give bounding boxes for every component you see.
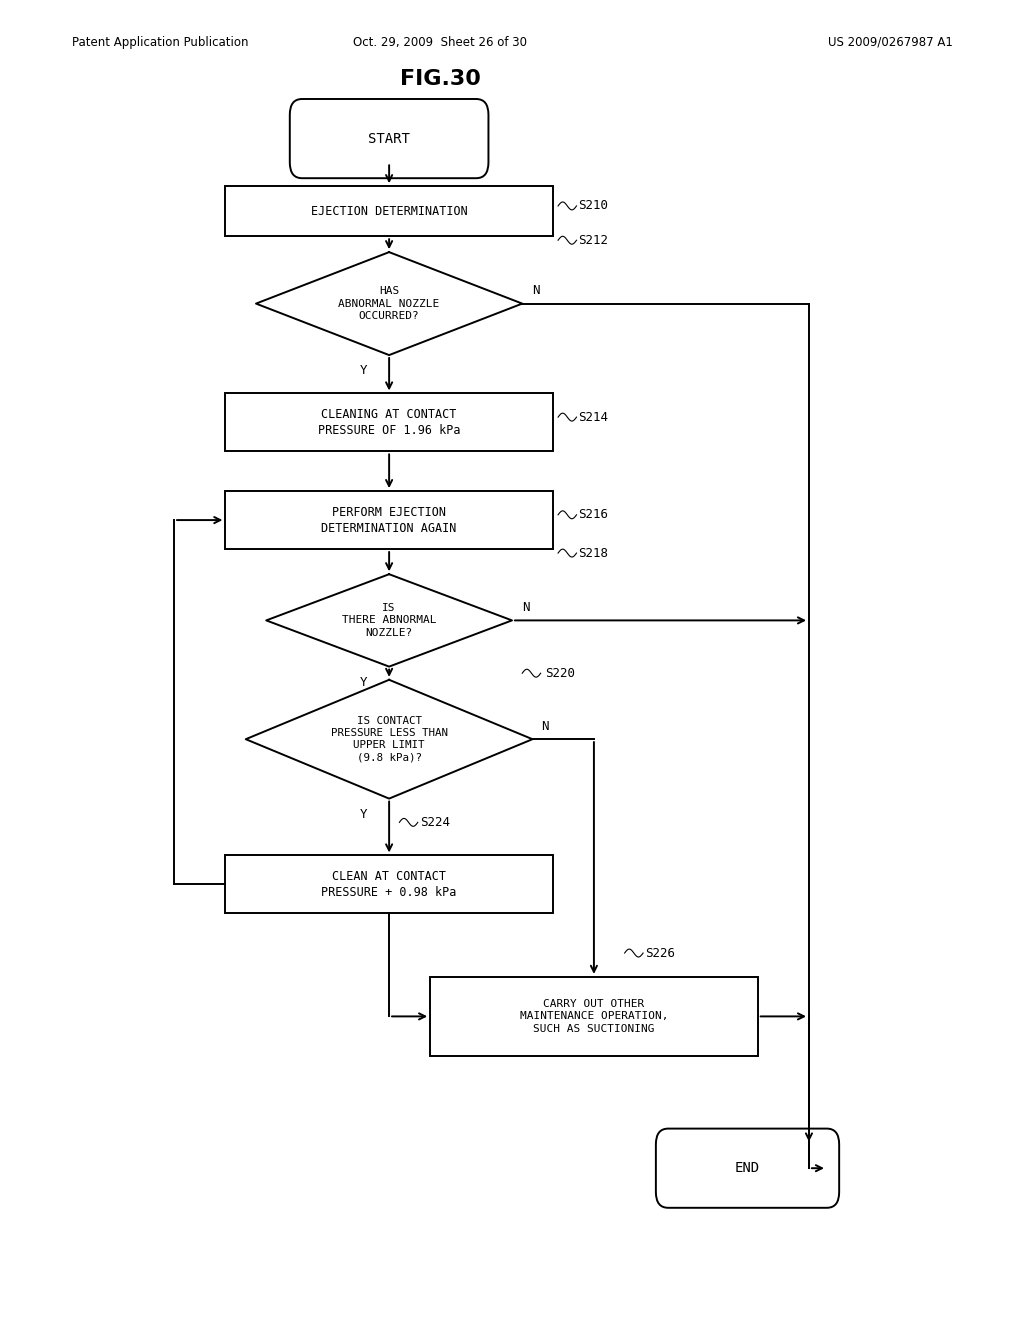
Text: PERFORM EJECTION
DETERMINATION AGAIN: PERFORM EJECTION DETERMINATION AGAIN [322,506,457,535]
Text: END: END [735,1162,760,1175]
Text: S212: S212 [579,234,608,247]
FancyBboxPatch shape [225,393,553,451]
Text: START: START [369,132,410,145]
Text: N: N [541,719,548,733]
Text: CARRY OUT OTHER
MAINTENANCE OPERATION,
SUCH AS SUCTIONING: CARRY OUT OTHER MAINTENANCE OPERATION, S… [519,999,669,1034]
Text: IS CONTACT
PRESSURE LESS THAN
UPPER LIMIT
(9.8 kPa)?: IS CONTACT PRESSURE LESS THAN UPPER LIMI… [331,715,447,763]
Polygon shape [266,574,512,667]
FancyBboxPatch shape [655,1129,839,1208]
FancyBboxPatch shape [290,99,488,178]
Text: EJECTION DETERMINATION: EJECTION DETERMINATION [310,205,468,218]
Text: S218: S218 [579,546,608,560]
Text: S226: S226 [645,946,675,960]
Text: S224: S224 [420,816,450,829]
Text: S220: S220 [545,667,574,680]
FancyBboxPatch shape [225,491,553,549]
FancyBboxPatch shape [430,977,758,1056]
Text: CLEANING AT CONTACT
PRESSURE OF 1.96 kPa: CLEANING AT CONTACT PRESSURE OF 1.96 kPa [317,408,461,437]
Text: Patent Application Publication: Patent Application Publication [72,36,248,49]
Text: S214: S214 [579,411,608,424]
Text: Y: Y [359,808,368,821]
Text: HAS
ABNORMAL NOZZLE
OCCURRED?: HAS ABNORMAL NOZZLE OCCURRED? [339,286,439,321]
Text: S210: S210 [579,199,608,213]
Text: Oct. 29, 2009  Sheet 26 of 30: Oct. 29, 2009 Sheet 26 of 30 [353,36,527,49]
FancyBboxPatch shape [225,186,553,236]
FancyBboxPatch shape [225,855,553,913]
Text: S216: S216 [579,508,608,521]
Text: IS
THERE ABNORMAL
NOZZLE?: IS THERE ABNORMAL NOZZLE? [342,603,436,638]
Text: Y: Y [359,364,368,378]
Text: CLEAN AT CONTACT
PRESSURE + 0.98 kPa: CLEAN AT CONTACT PRESSURE + 0.98 kPa [322,870,457,899]
Text: US 2009/0267987 A1: US 2009/0267987 A1 [828,36,953,49]
Text: FIG.30: FIG.30 [400,69,480,90]
Polygon shape [256,252,522,355]
Text: Y: Y [359,676,368,689]
Text: N: N [522,601,529,614]
Polygon shape [246,680,532,799]
Text: N: N [532,284,540,297]
